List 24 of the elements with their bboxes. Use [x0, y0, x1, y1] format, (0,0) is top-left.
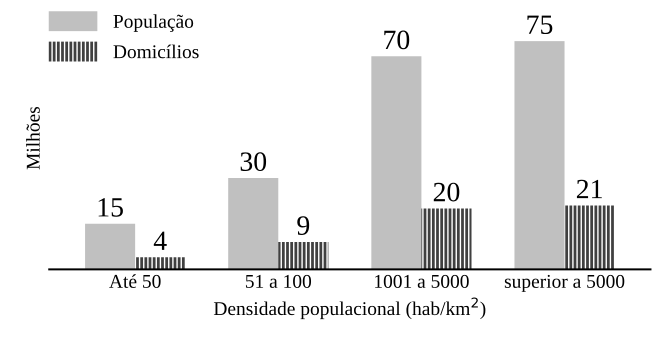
bar [228, 178, 278, 270]
y-axis-title: Milhões [26, 106, 40, 170]
x-tick-label: 1001 a 5000 [375, 274, 469, 288]
data-label: 20 [434, 182, 460, 202]
x-tick-label: Até 50 [109, 274, 161, 288]
x-axis-title: Densidade populacional (hab/km$^{2}$) [214, 297, 486, 320]
data-label: 9 [297, 216, 310, 235]
bar [85, 224, 136, 270]
legend-label: População [113, 14, 194, 32]
bar [135, 257, 186, 270]
data-label: 75 [527, 16, 552, 34]
bar [564, 205, 615, 270]
bar [421, 208, 472, 270]
bar [371, 56, 422, 270]
data-label: 21 [576, 180, 602, 198]
bar [278, 242, 328, 270]
data-label: 30 [240, 152, 266, 172]
x-tick-label: 51 a 100 [246, 274, 312, 288]
bar [514, 41, 565, 270]
x-tick-label: superior a 5000 [504, 274, 624, 292]
data-label: 15 [98, 198, 123, 217]
data-label: 70 [384, 30, 410, 50]
legend-label: Domicílios [113, 44, 199, 58]
data-label: 4 [154, 232, 167, 250]
